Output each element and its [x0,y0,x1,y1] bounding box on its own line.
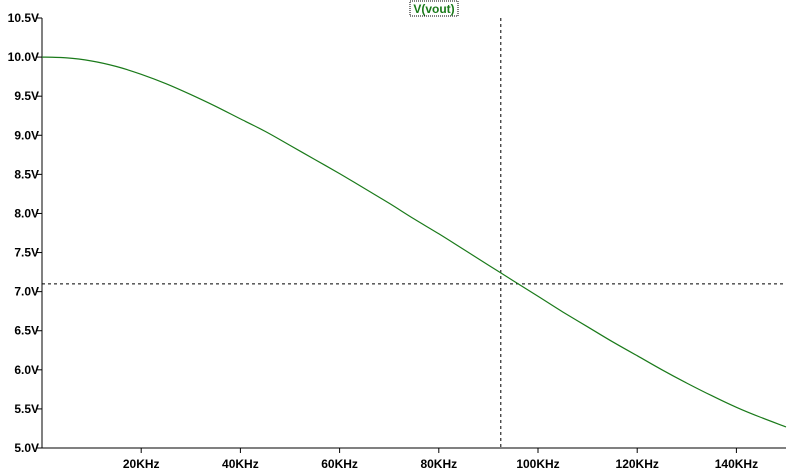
x-axis: 20KHz 40KHz 60KHz 80KHz 100KHz 120KHz 140KHz [123,448,758,471]
x-tick-label: 120KHz [616,457,659,471]
y-tick-label: 9.5V [14,89,39,103]
y-tick-label: 7.5V [14,246,39,260]
series-group [41,56,787,428]
axes [41,18,786,449]
y-tick-label: 5.0V [14,441,39,455]
y-tick-label: 6.5V [14,324,39,338]
x-tick-label: 80KHz [420,457,457,471]
series-line-vout [41,56,787,428]
y-tick-label: 10.0V [8,50,39,64]
y-tick-label: 8.0V [14,206,39,220]
x-tick-label: 100KHz [516,457,559,471]
cursor-crosshair[interactable] [42,18,786,448]
y-tick-label: 10.5V [8,11,39,25]
y-tick-label: 5.5V [14,402,39,416]
y-axis: 5.0V 5.5V 6.0V 6.5V 7.0V 7.5V 8.0V 8.5V 9.0V 9.5V… [8,11,42,455]
y-tick-label: 7.0V [14,285,39,299]
trace-label-vout: V(vout) [413,2,454,16]
y-tick-label: 9.0V [14,128,39,142]
y-tick-label: 6.0V [14,363,39,377]
trace-label-box [409,0,459,17]
x-tick-label: 60KHz [321,457,358,471]
x-tick-label: 20KHz [123,457,160,471]
x-tick-label: 40KHz [222,457,259,471]
y-tick-label: 8.5V [14,167,39,181]
x-tick-label: 140KHz [715,457,758,471]
legend[interactable]: V(vout) [409,0,459,17]
